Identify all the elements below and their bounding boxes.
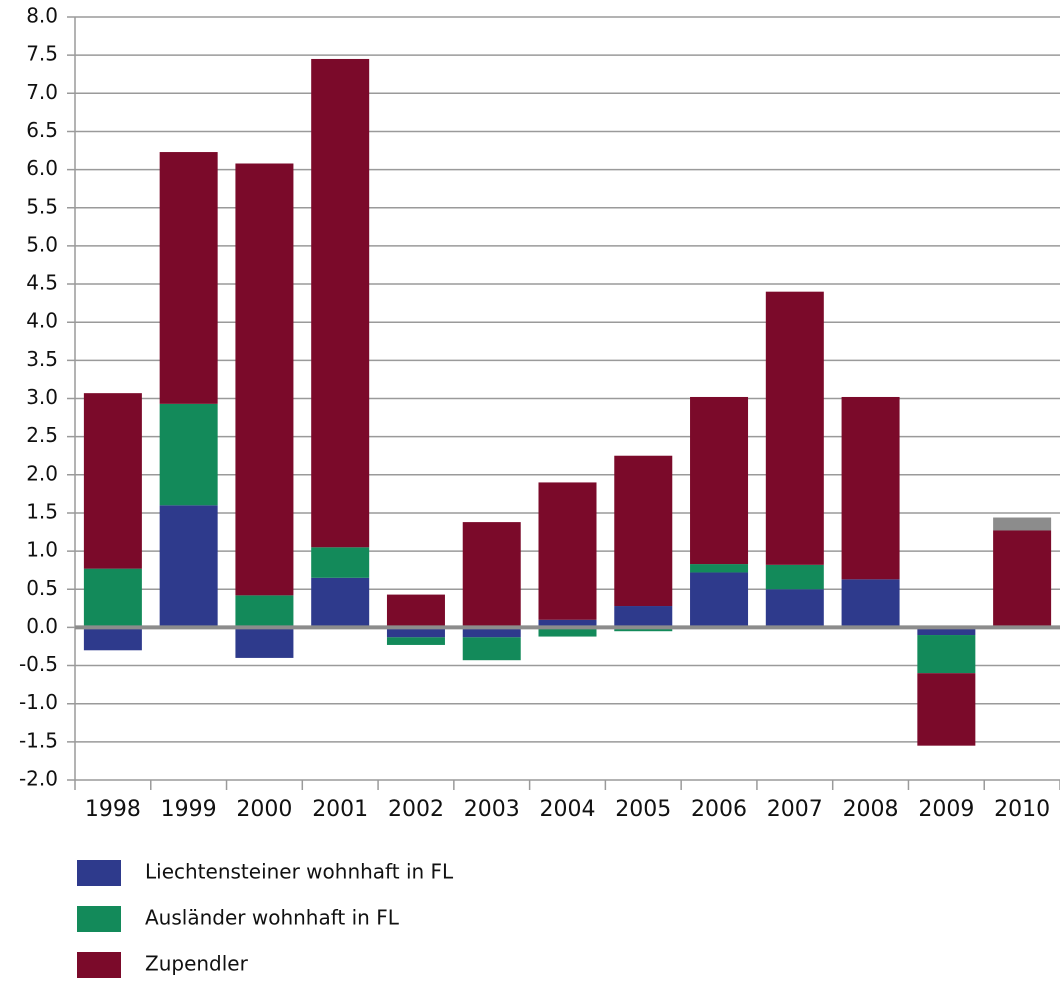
x-tick-label: 2008: [843, 797, 899, 822]
y-tick-label: -0.5: [19, 652, 58, 676]
bar-segment: [917, 627, 976, 636]
x-tick-label: 2005: [615, 797, 671, 822]
bar-segment: [159, 152, 218, 404]
bar-segment: [83, 627, 142, 651]
y-tick-label: 6.5: [26, 118, 58, 142]
y-tick-label: 4.0: [26, 309, 58, 333]
legend-label: Zupendler: [145, 952, 249, 976]
bar-segment: [690, 564, 749, 573]
bar-segment: [386, 594, 445, 628]
legend-swatch: [77, 860, 121, 886]
bar-segment: [993, 530, 1052, 628]
bar-segment: [765, 291, 824, 565]
y-tick-label: 5.0: [26, 232, 58, 256]
y-tick-label: 4.5: [26, 271, 58, 295]
bar-segment: [765, 564, 824, 590]
x-tick-label: 2010: [994, 797, 1050, 822]
bar-segment: [614, 606, 673, 628]
bar-segment: [311, 547, 370, 578]
x-tick-label: 2000: [236, 797, 292, 822]
bar-segment: [235, 163, 294, 596]
x-tick-label: 2001: [312, 797, 368, 822]
bar-segment: [386, 627, 445, 638]
bar-segment: [159, 403, 218, 506]
bar-segment: [765, 589, 824, 628]
y-tick-label: 7.0: [26, 80, 58, 104]
y-tick-label: 0.5: [26, 576, 58, 600]
y-tick-label: 0.0: [26, 614, 58, 638]
x-tick-label: 2003: [464, 797, 520, 822]
bar-segment: [614, 455, 673, 607]
bar-segment: [690, 396, 749, 565]
bar-segment: [690, 572, 749, 628]
y-tick-label: 7.5: [26, 42, 58, 66]
bar-segment: [462, 637, 521, 661]
y-tick-label: 2.5: [26, 423, 58, 447]
y-tick-label: 8.0: [26, 4, 58, 28]
bar-segment: [386, 637, 445, 645]
y-tick-label: 1.0: [26, 538, 58, 562]
x-tick-label: 2002: [388, 797, 444, 822]
bar-segment: [538, 627, 597, 637]
y-tick-label: 1.5: [26, 499, 58, 523]
x-tick-label: 2009: [918, 797, 974, 822]
bar-segment: [538, 482, 597, 620]
x-tick-label: 2006: [691, 797, 747, 822]
bar-segment: [462, 522, 521, 628]
bar-segment: [235, 627, 294, 658]
bar-segment: [311, 577, 370, 628]
x-tick-label: 1999: [161, 797, 217, 822]
bar-segment: [917, 673, 976, 746]
bar-segment: [538, 619, 597, 628]
legend-label: Liechtensteiner wohnhaft in FL: [145, 860, 454, 884]
bar-segment: [917, 635, 976, 674]
x-tick-label: 2007: [767, 797, 823, 822]
legend-label: Ausländer wohnhaft in FL: [145, 906, 400, 930]
y-tick-label: 3.5: [26, 347, 58, 371]
y-tick-label: 3.0: [26, 385, 58, 409]
bar-segment: [235, 595, 294, 628]
legend-swatch: [77, 952, 121, 978]
bar-segment: [311, 58, 370, 548]
bar-segment: [993, 517, 1052, 531]
legend-swatch: [77, 906, 121, 932]
y-tick-label: 2.0: [26, 461, 58, 485]
y-tick-label: -2.0: [19, 767, 58, 791]
y-tick-label: 5.5: [26, 194, 58, 218]
y-tick-label: 6.0: [26, 156, 58, 180]
bar-segment: [83, 568, 142, 628]
bar-segment: [159, 505, 218, 628]
bar-segment: [83, 393, 142, 569]
y-tick-label: -1.0: [19, 690, 58, 714]
y-tick-label: -1.5: [19, 728, 58, 752]
bar-segment: [841, 396, 900, 580]
bar-segment: [462, 627, 521, 638]
bar-segment: [841, 579, 900, 628]
x-tick-label: 1998: [85, 797, 141, 822]
x-tick-label: 2004: [540, 797, 596, 822]
